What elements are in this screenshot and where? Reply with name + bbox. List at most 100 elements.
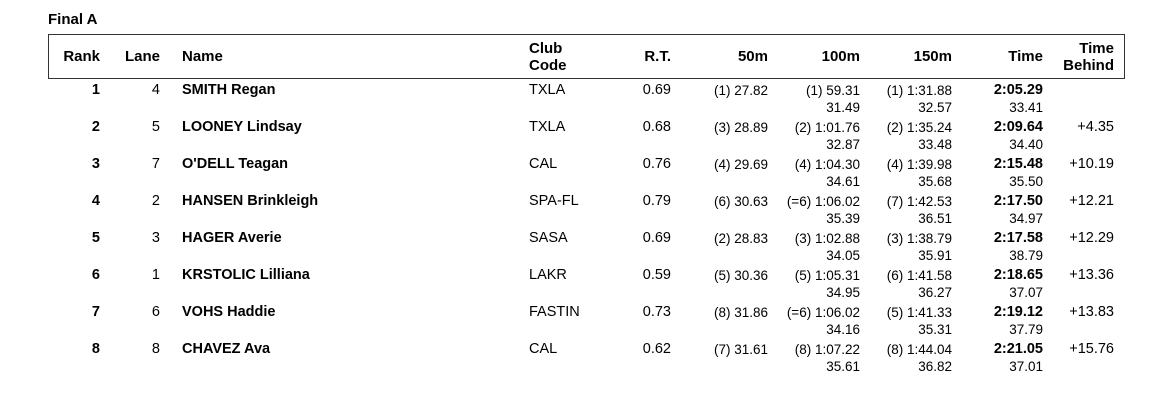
cell-s100: (3) 1:02.88 — [794, 231, 860, 246]
cell-time-split: 34.97 — [1009, 211, 1043, 226]
cell-rank: 6 — [91, 267, 100, 283]
header-club-line2: Code — [529, 57, 567, 74]
cell-time: 2:17.50 — [993, 193, 1043, 209]
cell-s150: (6) 1:41.58 — [886, 268, 952, 283]
cell-s100: (4) 1:04.30 — [794, 157, 860, 172]
cell-rank: 5 — [91, 230, 100, 246]
cell-s50: (7) 31.61 — [713, 342, 768, 357]
cell-behind: +15.76 — [1069, 341, 1114, 357]
header-behind-line2: Behind — [1063, 57, 1114, 74]
cell-s50: (8) 31.86 — [713, 305, 768, 320]
cell-rt: 0.69 — [642, 230, 671, 246]
table-header — [48, 34, 1125, 79]
cell-s150-split: 36.82 — [918, 359, 952, 374]
cell-name: HAGER Averie — [182, 230, 282, 246]
header-name: Name — [182, 48, 223, 65]
cell-s150: (4) 1:39.98 — [886, 157, 952, 172]
header-rt: R.T. — [644, 48, 671, 65]
cell-lane: 7 — [151, 156, 160, 172]
cell-club: LAKR — [529, 267, 567, 283]
cell-club: CAL — [529, 156, 558, 172]
cell-rt: 0.59 — [642, 267, 671, 283]
cell-lane: 4 — [151, 82, 160, 98]
cell-s100: (8) 1:07.22 — [794, 342, 860, 357]
cell-rank: 1 — [91, 82, 100, 98]
cell-s150-split: 35.68 — [918, 174, 952, 189]
header-club-line1: Club — [529, 40, 563, 57]
cell-name: O'DELL Teagan — [182, 156, 289, 172]
cell-s100: (=6) 1:06.02 — [786, 305, 860, 320]
cell-lane: 1 — [151, 267, 160, 283]
cell-behind: +4.35 — [1077, 119, 1114, 135]
cell-s100-split: 34.61 — [826, 174, 860, 189]
header-100m: 100m — [821, 48, 860, 65]
cell-time: 2:15.48 — [993, 156, 1043, 172]
cell-time-split: 37.07 — [1009, 285, 1043, 300]
cell-s100: (5) 1:05.31 — [794, 268, 860, 283]
cell-time-split: 37.79 — [1009, 322, 1043, 337]
cell-time-split: 37.01 — [1009, 359, 1043, 374]
cell-s150: (1) 1:31.88 — [886, 83, 952, 98]
cell-club: SASA — [529, 230, 568, 246]
cell-time: 2:21.05 — [993, 341, 1043, 357]
cell-rank: 4 — [91, 193, 100, 209]
cell-s150-split: 32.57 — [918, 100, 952, 115]
cell-s150-split: 36.27 — [918, 285, 952, 300]
cell-time-split: 33.41 — [1009, 100, 1043, 115]
cell-club: FASTIN — [529, 304, 580, 320]
cell-s50: (3) 28.89 — [713, 120, 768, 135]
event-title: Final A — [48, 11, 98, 28]
header-rank: Rank — [63, 48, 100, 65]
cell-s150: (3) 1:38.79 — [886, 231, 952, 246]
header-50m: 50m — [737, 48, 768, 65]
cell-s50: (5) 30.36 — [713, 268, 768, 283]
cell-s100-split: 34.05 — [826, 248, 860, 263]
header-behind-line1: Time — [1079, 40, 1114, 57]
cell-time: 2:05.29 — [993, 82, 1043, 98]
cell-s150: (8) 1:44.04 — [886, 342, 952, 357]
cell-rank: 8 — [91, 341, 100, 357]
cell-name: VOHS Haddie — [182, 304, 276, 320]
cell-s50: (2) 28.83 — [713, 231, 768, 246]
cell-s50: (4) 29.69 — [713, 157, 768, 172]
cell-rt: 0.76 — [642, 156, 671, 172]
cell-name: CHAVEZ Ava — [182, 341, 271, 357]
cell-time: 2:09.64 — [993, 119, 1043, 135]
cell-s100-split: 34.16 — [826, 322, 860, 337]
cell-behind: +13.36 — [1069, 267, 1114, 283]
cell-rt: 0.79 — [642, 193, 671, 209]
cell-club: TXLA — [529, 119, 566, 135]
cell-lane: 6 — [151, 304, 160, 320]
cell-s100-split: 34.95 — [826, 285, 860, 300]
cell-behind: +10.19 — [1069, 156, 1114, 172]
cell-lane: 8 — [151, 341, 160, 357]
cell-s150: (5) 1:41.33 — [886, 305, 952, 320]
cell-s150-split: 35.91 — [918, 248, 952, 263]
cell-rank: 3 — [91, 156, 100, 172]
cell-time-split: 38.79 — [1009, 248, 1043, 263]
cell-s100-split: 35.39 — [826, 211, 860, 226]
cell-s150-split: 35.31 — [918, 322, 952, 337]
header-lane: Lane — [124, 48, 160, 65]
cell-s100: (2) 1:01.76 — [794, 120, 860, 135]
cell-s150-split: 36.51 — [918, 211, 952, 226]
cell-s100: (1) 59.31 — [805, 83, 860, 98]
cell-lane: 5 — [151, 119, 160, 135]
header-150m: 150m — [913, 48, 952, 65]
cell-time: 2:18.65 — [993, 267, 1043, 283]
cell-rt: 0.62 — [642, 341, 671, 357]
cell-s100-split: 35.61 — [826, 359, 860, 374]
cell-time-split: 35.50 — [1009, 174, 1043, 189]
cell-s150: (7) 1:42.53 — [886, 194, 952, 209]
cell-behind: +13.83 — [1069, 304, 1114, 320]
cell-s50: (6) 30.63 — [713, 194, 768, 209]
cell-s100-split: 31.49 — [826, 100, 860, 115]
cell-club: SPA-FL — [529, 193, 579, 209]
header-time: Time — [1008, 48, 1043, 65]
cell-s50: (1) 27.82 — [713, 83, 768, 98]
cell-time: 2:17.58 — [993, 230, 1043, 246]
cell-name: SMITH Regan — [182, 82, 276, 98]
cell-lane: 2 — [151, 193, 160, 209]
cell-club: TXLA — [529, 82, 566, 98]
cell-s150: (2) 1:35.24 — [886, 120, 952, 135]
